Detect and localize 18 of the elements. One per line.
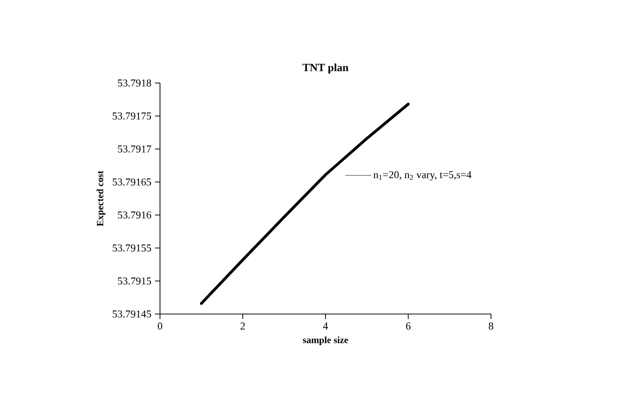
line-series [200, 102, 410, 305]
y-tick-label: 53.7918 [118, 79, 152, 87]
y-tick-label: 53.79165 [112, 178, 152, 186]
x-tick-label: 6 [406, 322, 411, 330]
y-tick-label: 53.7916 [118, 211, 152, 219]
x-axis-title: sample size [302, 336, 348, 346]
chart-title: TNT plan [302, 64, 348, 74]
y-tick-label: 53.79155 [112, 244, 152, 252]
x-tick-label: 4 [323, 322, 328, 330]
x-tick-label: 8 [488, 322, 494, 330]
y-tick-label: 53.79145 [112, 310, 152, 318]
y-tick-label: 53.7915 [118, 277, 152, 285]
x-tick-label: 0 [158, 322, 162, 330]
legend-label: n$_{1}$=20, n$_{2}$ vary, t=5,s=4 [373, 171, 472, 180]
y-tick-label: 53.7917 [118, 145, 152, 153]
x-tick-label: 2 [240, 322, 245, 330]
y-tick-label: 53.79175 [112, 112, 152, 120]
y-axis-title: Expected cost [96, 170, 106, 226]
